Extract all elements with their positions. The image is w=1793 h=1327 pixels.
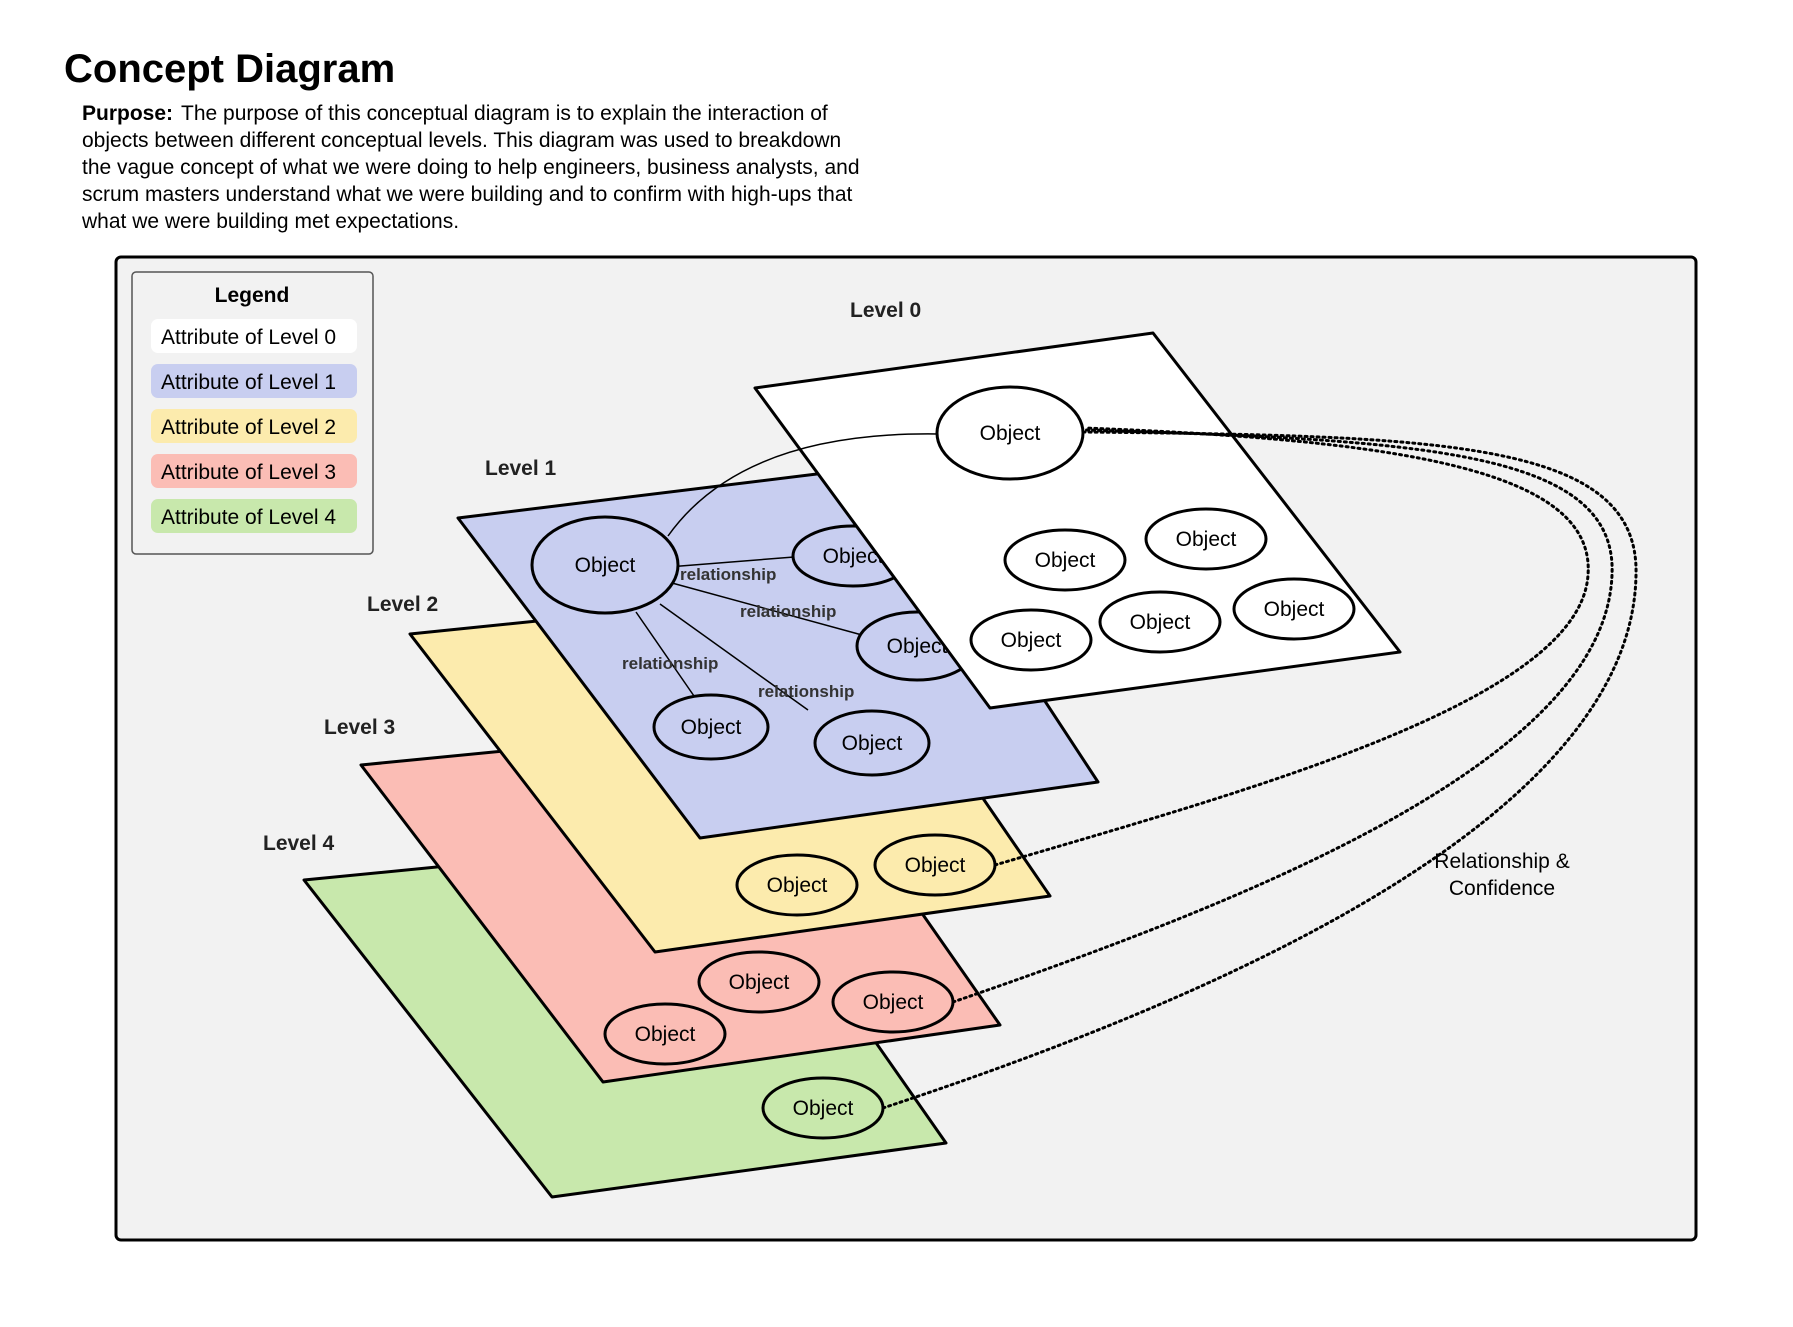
object-node (603, 1002, 727, 1066)
purpose-text: The purpose of this conceptual diagram i… (82, 102, 860, 233)
level-1-label: Level 1 (485, 457, 557, 480)
object-label: Object (1130, 611, 1191, 634)
relationship-line (635, 611, 695, 697)
object-node (530, 515, 680, 615)
relationship-confidence-note-line-1: Relationship & (1434, 850, 1569, 873)
level-2-objects: Object Object (735, 833, 997, 917)
level-1-relationships (635, 556, 863, 711)
object-node (935, 385, 1085, 481)
legend-swatch-level-1 (151, 364, 357, 398)
object-node (1003, 528, 1127, 592)
legend-swatch-level-3 (151, 454, 357, 488)
legend-swatch-level-4 (151, 499, 357, 533)
object-label: Object (1035, 549, 1096, 572)
level-4-label: Level 4 (263, 832, 335, 855)
legend-item-level-0: Attribute of Level 0 (161, 326, 336, 349)
object-label: Object (887, 635, 948, 658)
object-node (1232, 577, 1356, 641)
level-3-label: Level 3 (324, 716, 395, 739)
object-label: Object (635, 1023, 696, 1046)
level-4-objects: Object (761, 1076, 885, 1140)
relationship-label: relationship (680, 565, 776, 584)
object-node (652, 693, 770, 761)
object-label: Object (905, 854, 966, 877)
object-label: Object (1176, 528, 1237, 551)
object-node (697, 950, 821, 1014)
legend-item-level-2: Attribute of Level 2 (161, 416, 336, 439)
object-label: Object (980, 422, 1041, 445)
legend-item-level-1: Attribute of Level 1 (161, 371, 336, 394)
object-node (969, 608, 1093, 672)
legend-title: Legend (215, 284, 290, 307)
confidence-connector-level-4 (881, 430, 1638, 1110)
object-label: Object (1264, 598, 1325, 621)
purpose-label: Purpose: (82, 102, 174, 125)
object-node (735, 853, 859, 917)
legend-swatch-level-2 (151, 409, 357, 443)
legend: Legend Attribute of Level 0 Attribute of… (131, 271, 374, 555)
relationship-line (659, 603, 809, 711)
object-label: Object (842, 732, 903, 755)
relationship-line (671, 582, 863, 636)
relationship-label: relationship (740, 602, 836, 621)
object-label: Object (863, 991, 924, 1014)
level-2-label: Level 2 (367, 593, 438, 616)
confidence-connector-level-3 (951, 428, 1614, 1004)
object-label: Object (729, 971, 790, 994)
level-3-objects: Object Object Object (603, 950, 955, 1066)
purpose-paragraph: Purpose: The purpose of this conceptual d… (82, 100, 872, 235)
object-label: Object (575, 554, 636, 577)
page-title: Concept Diagram (64, 47, 396, 91)
object-node (1098, 590, 1222, 654)
object-label: Object (681, 716, 742, 739)
object-label: Object (823, 545, 884, 568)
legend-item-level-4: Attribute of Level 4 (161, 506, 336, 529)
object-label: Object (1001, 629, 1062, 652)
confidence-connectors (881, 426, 1638, 1110)
cross-level-connector (667, 433, 939, 537)
legend-swatch-level-0 (151, 319, 357, 353)
object-node (813, 709, 931, 777)
object-node (1144, 507, 1268, 571)
relationship-label: relationship (758, 682, 854, 701)
relationship-confidence-note-line-2: Confidence (1449, 877, 1555, 900)
legend-item-level-3: Attribute of Level 3 (161, 461, 336, 484)
level-1-objects: Object Object Object Object Object (530, 515, 979, 777)
relationship-label: relationship (622, 654, 718, 673)
level-0-label: Level 0 (850, 299, 921, 322)
object-label: Object (793, 1097, 854, 1120)
confidence-connector-level-2 (993, 426, 1590, 867)
relationship-line (667, 556, 795, 568)
object-label: Object (767, 874, 828, 897)
level-0-objects: Object Object Object Object Object Objec… (935, 385, 1356, 672)
